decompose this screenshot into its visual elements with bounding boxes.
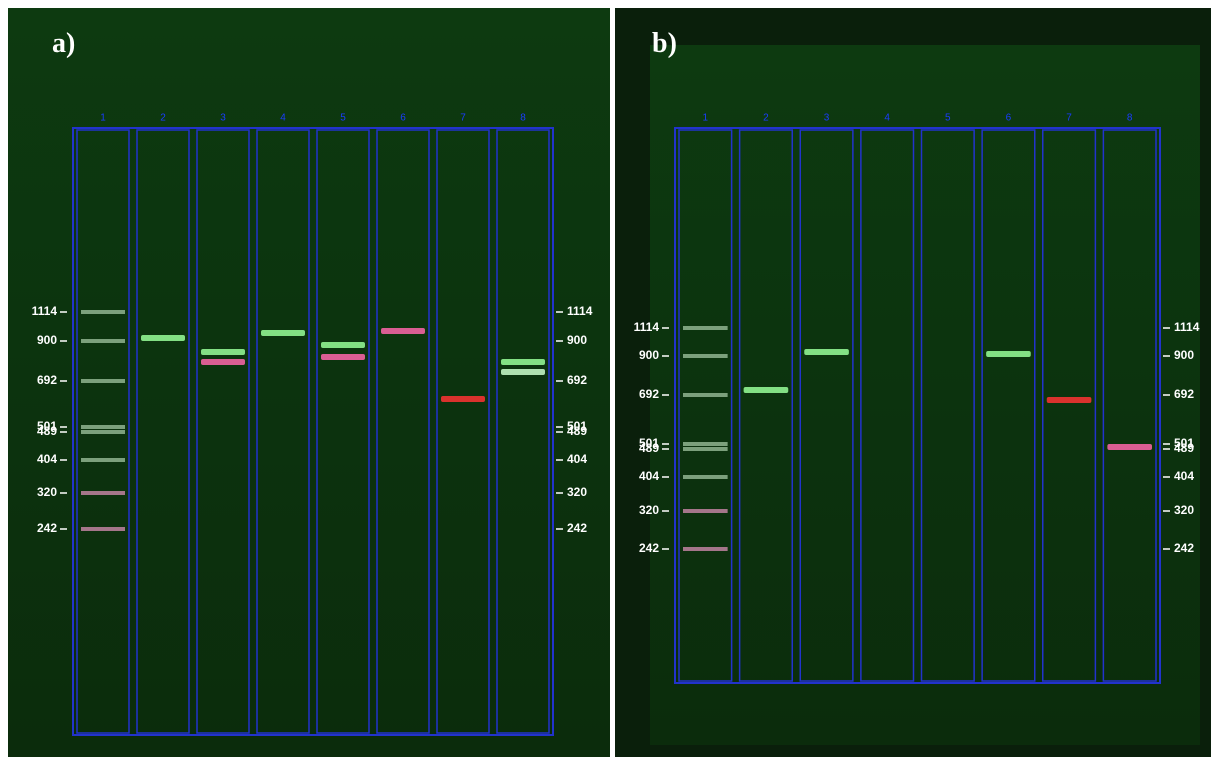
marker-label-left: 900 xyxy=(37,333,57,347)
marker-label-right: 692 xyxy=(1174,387,1194,401)
marker-label-right: 242 xyxy=(1174,541,1194,555)
band xyxy=(321,342,365,348)
marker-label-left: 404 xyxy=(37,452,57,466)
marker-band xyxy=(81,430,125,434)
marker-label-left: 1114 xyxy=(32,304,58,318)
marker-label-right: 900 xyxy=(1174,348,1194,362)
lane-number: 7 xyxy=(460,113,466,124)
band xyxy=(501,369,545,375)
marker-band xyxy=(683,509,728,513)
marker-label-left: 320 xyxy=(639,503,659,517)
marker-label-left: 692 xyxy=(37,373,57,387)
lane-number: 1 xyxy=(100,113,106,124)
band xyxy=(201,349,245,355)
marker-band xyxy=(683,393,728,397)
lane-number: 6 xyxy=(1006,113,1012,124)
marker-band xyxy=(81,339,125,343)
marker-label-left: 404 xyxy=(639,469,659,483)
lane-number: 8 xyxy=(520,113,526,124)
band xyxy=(261,330,305,336)
band xyxy=(441,396,485,402)
marker-label-left: 320 xyxy=(37,485,57,499)
band xyxy=(141,335,185,341)
marker-label-left: 692 xyxy=(639,387,659,401)
band xyxy=(381,328,425,334)
lane-number: 8 xyxy=(1127,113,1133,124)
lane-number: 2 xyxy=(160,113,166,124)
marker-band xyxy=(683,326,728,330)
band xyxy=(1107,444,1152,450)
marker-label-right: 489 xyxy=(567,424,587,438)
marker-label-right: 242 xyxy=(567,521,587,535)
band xyxy=(501,359,545,365)
band xyxy=(744,387,789,393)
band xyxy=(1047,397,1092,403)
marker-label-left: 900 xyxy=(639,348,659,362)
marker-label-right: 1114 xyxy=(567,304,593,318)
marker-label-left: 242 xyxy=(37,521,57,535)
marker-band xyxy=(81,491,125,495)
marker-band xyxy=(683,447,728,451)
marker-band xyxy=(81,379,125,383)
marker-band xyxy=(683,354,728,358)
marker-band xyxy=(81,425,125,429)
marker-label-right: 900 xyxy=(567,333,587,347)
marker-label-right: 404 xyxy=(1174,469,1194,483)
panel-label: b) xyxy=(652,28,677,59)
lane-number: 5 xyxy=(340,113,346,124)
marker-band xyxy=(683,547,728,551)
marker-label-left: 242 xyxy=(639,541,659,555)
gel-b xyxy=(650,45,1200,745)
marker-label-right: 489 xyxy=(1174,441,1194,455)
marker-label-right: 1114 xyxy=(1174,320,1200,334)
marker-label-right: 404 xyxy=(567,452,587,466)
band xyxy=(201,359,245,365)
lane-number: 2 xyxy=(763,113,769,124)
lane-number: 6 xyxy=(400,113,406,124)
marker-label-left: 1114 xyxy=(634,320,660,334)
marker-band xyxy=(81,458,125,462)
lane-number: 4 xyxy=(884,113,890,124)
marker-label-right: 320 xyxy=(1174,503,1194,517)
lane-number: 7 xyxy=(1066,113,1072,124)
band xyxy=(804,349,849,355)
marker-band xyxy=(683,475,728,479)
marker-band xyxy=(81,527,125,531)
panel-label: a) xyxy=(52,28,75,59)
marker-band xyxy=(81,310,125,314)
lane-number: 4 xyxy=(280,113,286,124)
lane-number: 3 xyxy=(220,113,226,124)
gel-figure: a)12345678111411149009006926925015014894… xyxy=(0,0,1214,759)
lane-number: 5 xyxy=(945,113,951,124)
lane-number: 1 xyxy=(703,113,709,124)
band xyxy=(986,351,1031,357)
marker-label-right: 692 xyxy=(567,373,587,387)
marker-band xyxy=(683,442,728,446)
marker-label-left: 489 xyxy=(639,441,659,455)
marker-label-right: 320 xyxy=(567,485,587,499)
lane-number: 3 xyxy=(824,113,830,124)
band xyxy=(321,354,365,360)
marker-label-left: 489 xyxy=(37,424,57,438)
